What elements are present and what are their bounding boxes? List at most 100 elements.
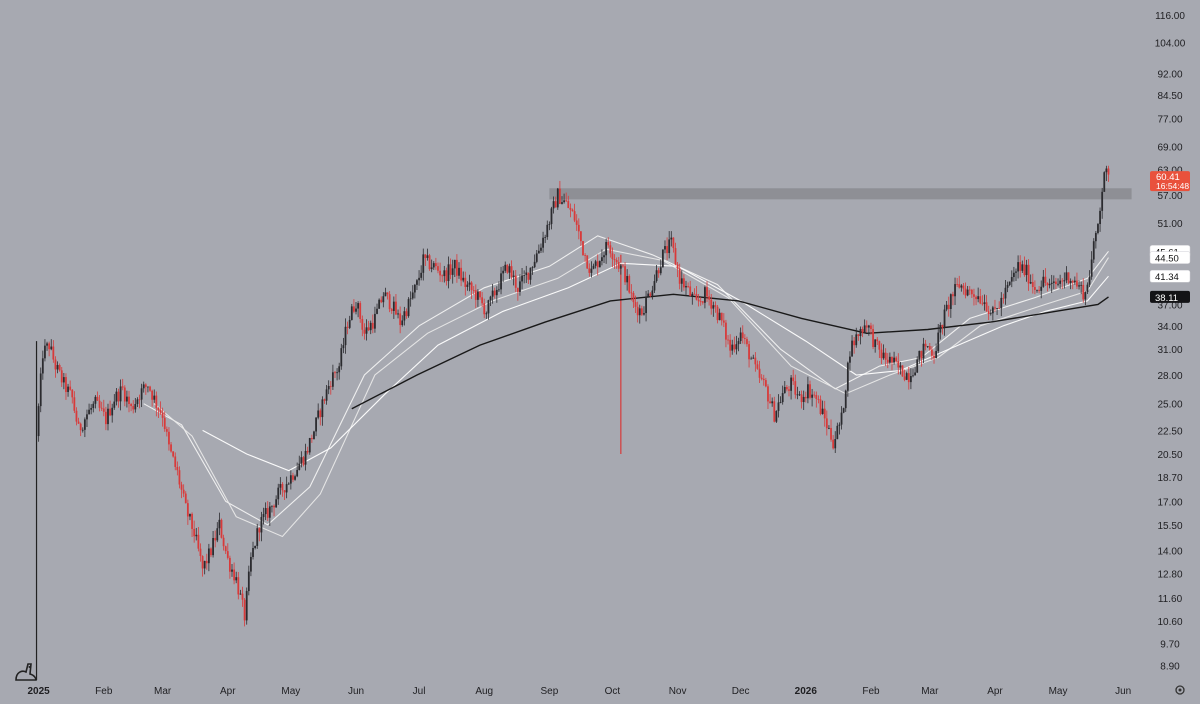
candle-body: [851, 340, 853, 357]
candle-body: [758, 368, 761, 378]
candle-body: [285, 484, 288, 493]
candle-body: [737, 341, 740, 345]
candle-body: [445, 270, 448, 282]
candle-body: [365, 327, 368, 334]
candle-body: [275, 499, 278, 508]
candle-body: [565, 200, 568, 202]
candle-body: [622, 265, 624, 267]
candle-body: [441, 275, 444, 277]
candle-body: [346, 326, 349, 328]
candle-body: [1042, 276, 1045, 287]
candle-body: [470, 282, 473, 291]
price-tick-label: 28.00: [1157, 371, 1182, 382]
candle-body: [458, 267, 460, 276]
candle-body: [687, 286, 690, 287]
time-tick-label: Jun: [1115, 686, 1131, 697]
candle-body: [245, 591, 248, 621]
candle-body: [353, 306, 355, 312]
candle-body: [134, 404, 137, 410]
candle-body: [661, 249, 664, 268]
candle-body: [582, 241, 584, 256]
candle-body: [544, 236, 547, 238]
candle-body: [277, 487, 280, 500]
candle-body: [296, 469, 299, 477]
candle-body: [90, 408, 93, 410]
candle-body: [657, 270, 660, 274]
candle-body: [483, 303, 486, 315]
candle-body: [46, 343, 48, 346]
candle-body: [693, 293, 696, 295]
candle-body: [640, 308, 643, 315]
candle-body: [605, 242, 608, 256]
candle-body: [907, 373, 910, 383]
candle-body: [443, 270, 446, 277]
candle-body: [861, 329, 864, 333]
time-tick-label: Mar: [154, 686, 172, 697]
candle-body: [954, 284, 956, 297]
candle-body: [485, 313, 488, 315]
candle-body: [403, 311, 406, 321]
time-axis[interactable]: 2025 Feb Mar Apr May Jun Jul Aug Sep Oct Nov Dec 202…: [28, 686, 1132, 697]
candle-body: [567, 201, 570, 208]
candle-body: [697, 299, 700, 302]
candle-body: [876, 339, 879, 342]
candle-body: [94, 396, 97, 404]
candle-body: [98, 400, 101, 408]
candle-body: [590, 268, 593, 273]
resistance-zone: [549, 188, 1132, 200]
candle-body: [504, 264, 507, 271]
gear-icon[interactable]: [1175, 685, 1185, 695]
candle-body: [619, 265, 622, 269]
candle-body: [113, 401, 116, 408]
candle-body: [1055, 281, 1057, 285]
candle-body: [138, 399, 141, 401]
candle-body: [628, 276, 631, 293]
candle-body: [882, 352, 885, 359]
candle-body: [449, 264, 452, 275]
candle-body: [121, 386, 124, 388]
candle-body: [825, 418, 828, 429]
candle-body: [239, 593, 242, 595]
candle-body: [191, 513, 193, 529]
candle-body: [1031, 282, 1034, 288]
candle-body: [561, 202, 563, 204]
price-tick-label: 57.00: [1157, 191, 1182, 202]
candle-body: [130, 404, 133, 407]
candle-body: [323, 399, 326, 401]
candle-body: [226, 551, 229, 558]
candle-body: [981, 303, 984, 305]
candle-body: [58, 365, 61, 371]
candle-body: [975, 296, 977, 300]
candle-body: [75, 410, 78, 422]
candle-body: [1040, 286, 1043, 291]
candle-body: [340, 348, 343, 367]
candle-body: [781, 393, 784, 403]
candle-body: [1015, 271, 1017, 273]
candle-body: [401, 320, 404, 326]
candle-body: [527, 272, 530, 280]
candle-body: [279, 484, 282, 488]
candle-body: [645, 296, 647, 314]
candle-body: [924, 343, 927, 347]
candle-body: [899, 365, 902, 368]
tradingview-logo-icon[interactable]: [15, 663, 37, 681]
time-tick-label: Sep: [540, 686, 558, 697]
candle-body: [256, 528, 259, 546]
candle-body: [174, 456, 177, 467]
candle-body: [821, 408, 824, 414]
candle-body: [1094, 232, 1097, 242]
candle-body: [502, 270, 505, 274]
candle-body: [237, 577, 240, 595]
time-tick-label: Jul: [413, 686, 426, 697]
candle-body: [41, 358, 44, 374]
candle-body: [231, 569, 233, 572]
candle-body: [331, 372, 334, 387]
price-axis[interactable]: 8.90 9.70 10.60 11.60 12.80 14.00 15.50 17.00 18…: [1155, 11, 1186, 673]
candle-body: [176, 466, 179, 471]
candle-body: [674, 248, 677, 265]
candle-body: [897, 361, 900, 368]
candle-body: [842, 408, 845, 413]
candle-body: [912, 375, 914, 377]
